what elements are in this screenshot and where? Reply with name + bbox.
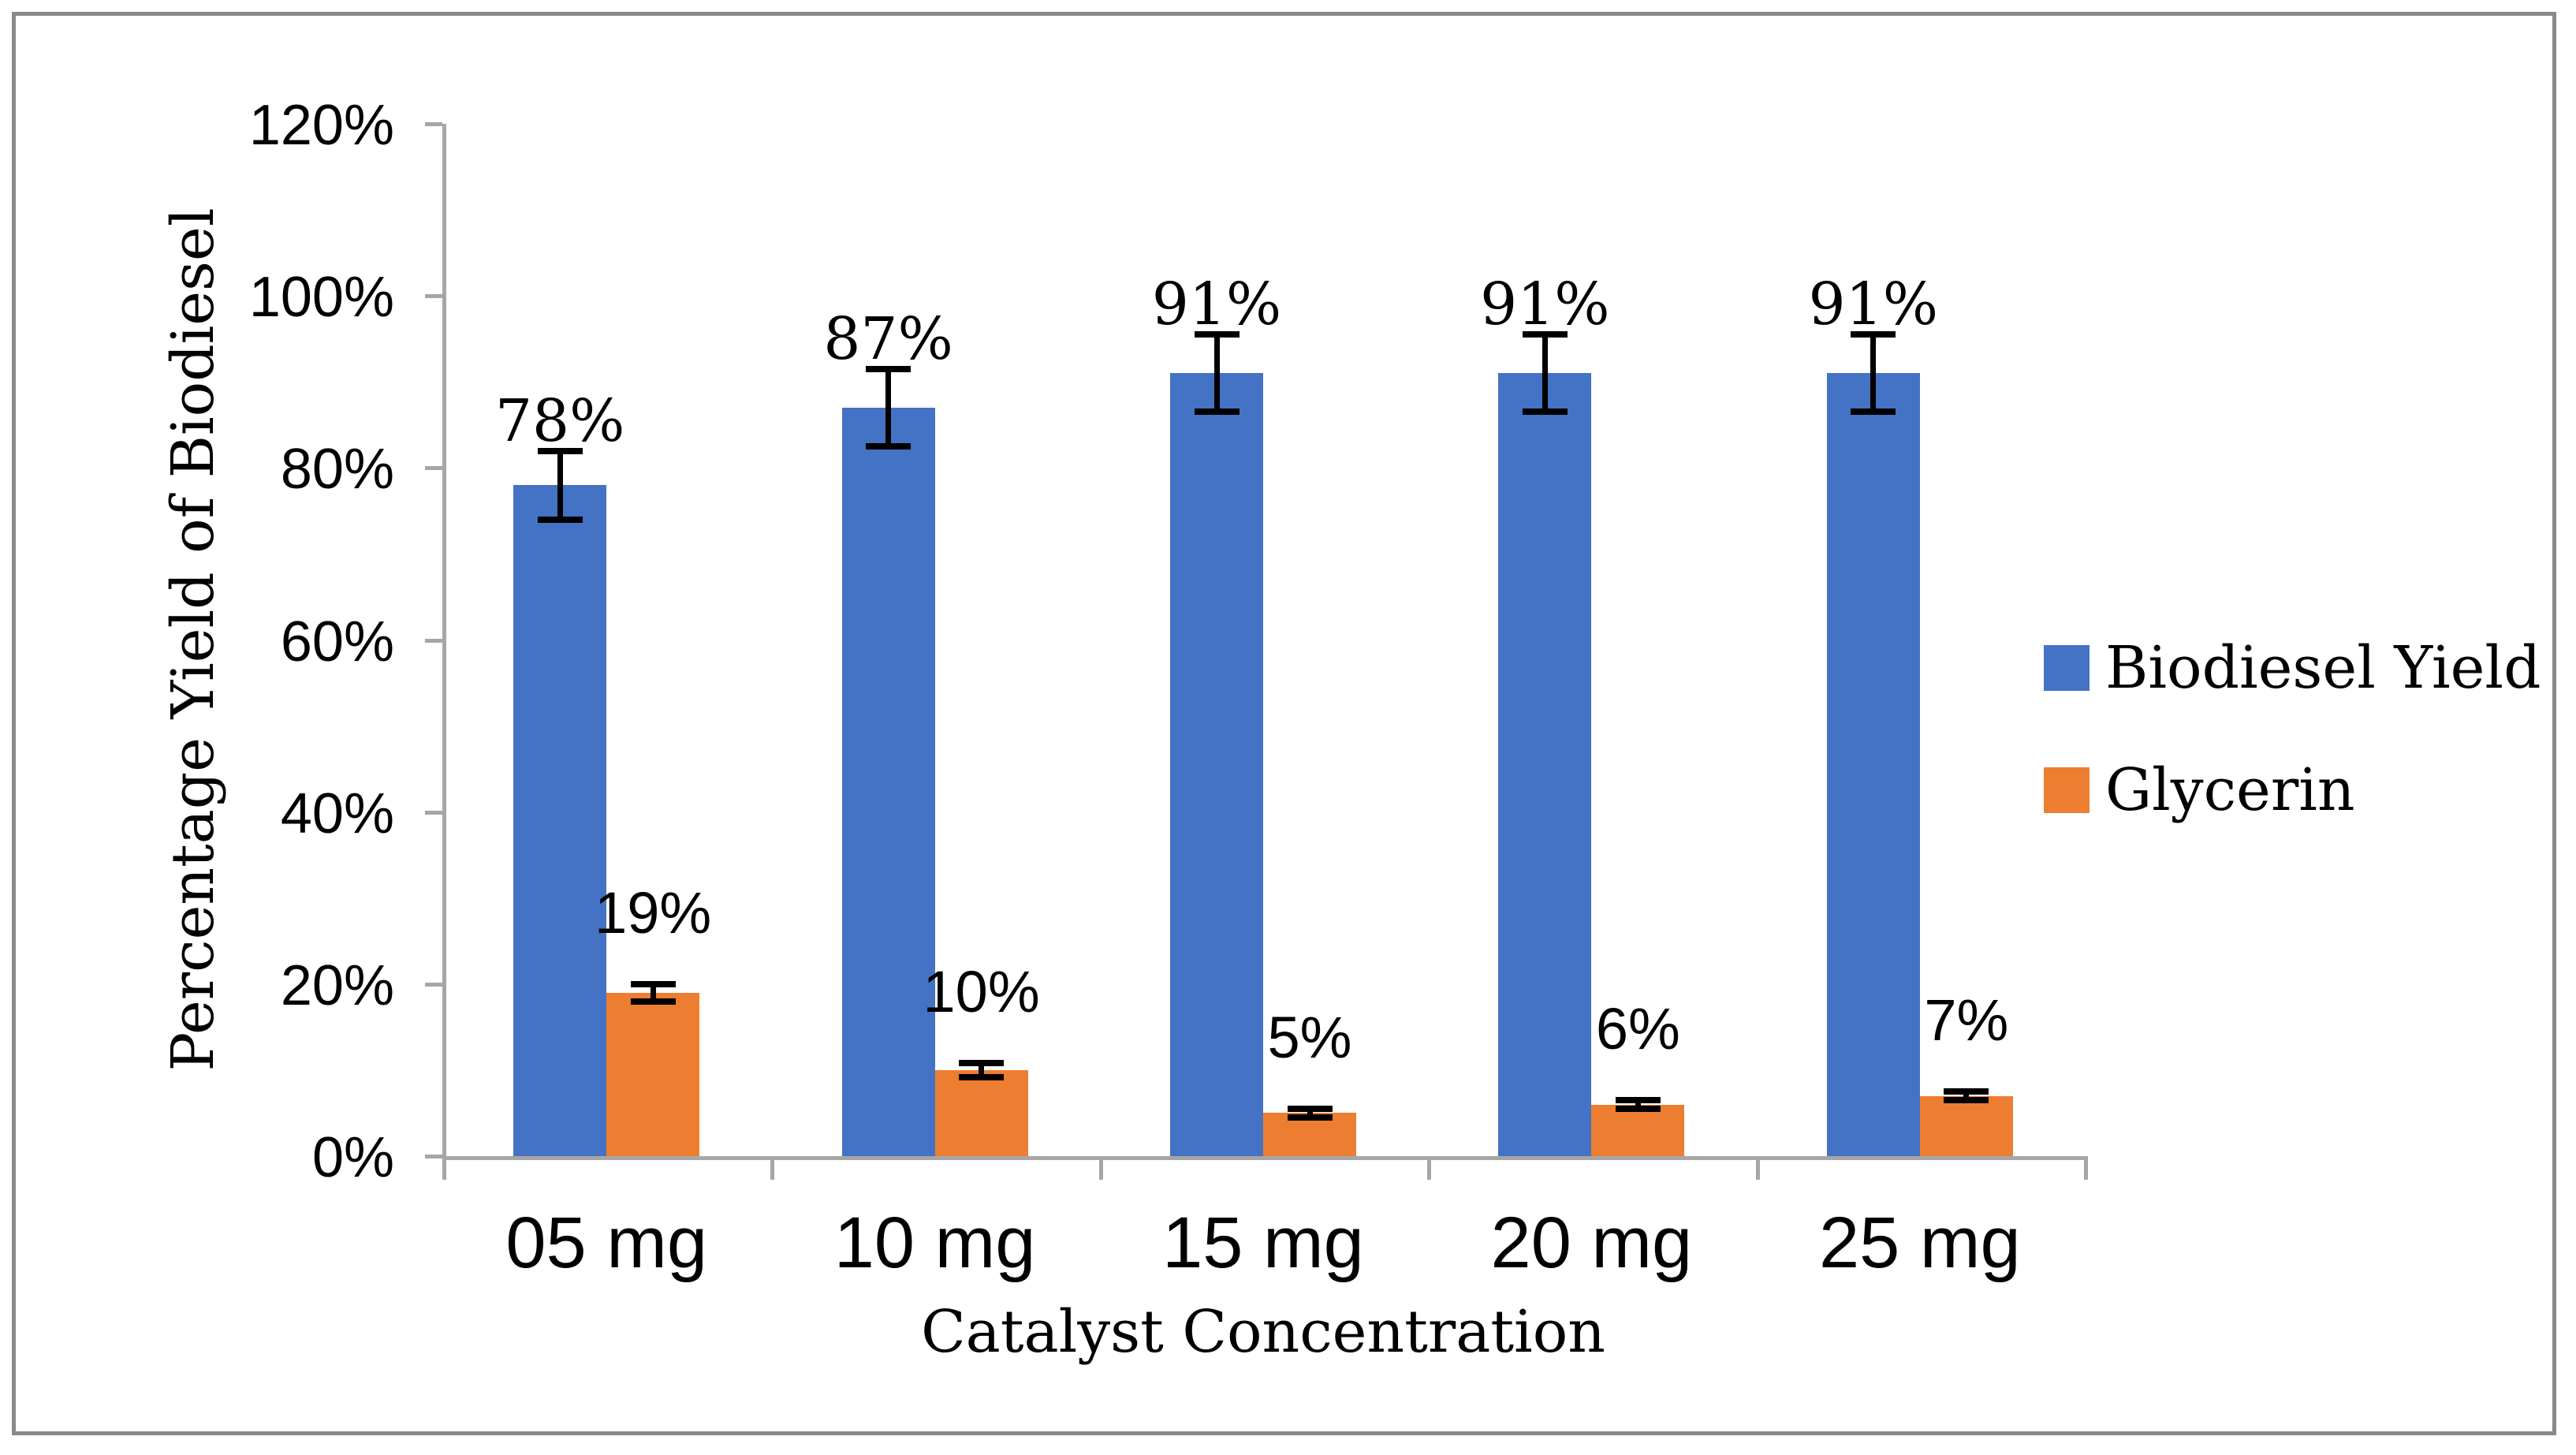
- error-bar-cap-top: [1615, 1097, 1661, 1104]
- x-category-label: 15 mg: [1162, 1203, 1364, 1283]
- x-tick: [1098, 1160, 1103, 1180]
- error-bar-cap-bottom: [537, 516, 583, 523]
- x-axis-line: [442, 1156, 2088, 1160]
- x-category-label: 25 mg: [1818, 1203, 2021, 1283]
- y-tick: [425, 982, 442, 987]
- bar-glycerin: [934, 1069, 1028, 1156]
- error-bar-cap-bottom: [630, 998, 676, 1005]
- error-bar-line: [1963, 1091, 1970, 1101]
- error-bar-cap-bottom: [866, 443, 911, 450]
- error-bar-line: [650, 983, 656, 1002]
- error-bar-cap-bottom: [1851, 409, 1896, 416]
- y-tick: [425, 466, 442, 471]
- data-label-biodiesel-yield: 91%: [1480, 270, 1610, 339]
- error-bar-line: [885, 368, 892, 447]
- error-bar-cap-bottom: [1287, 1114, 1333, 1121]
- x-tick: [2084, 1160, 2088, 1180]
- y-tick-label: 100%: [248, 266, 394, 330]
- error-bar-cap-top: [959, 1060, 1005, 1067]
- y-tick: [425, 810, 442, 815]
- y-tick-label: 20%: [280, 953, 394, 1017]
- bar-glycerin: [1919, 1095, 2013, 1156]
- y-tick-label: 60%: [280, 610, 394, 673]
- data-label-glycerin: 10%: [923, 959, 1040, 1025]
- y-tick-label: 40%: [280, 782, 394, 845]
- error-bar-line: [1635, 1100, 1641, 1109]
- bar-biodiesel-yield: [1170, 373, 1263, 1156]
- error-bar-cap-top: [1522, 331, 1568, 338]
- data-label-glycerin: 6%: [1595, 996, 1680, 1062]
- y-tick: [425, 122, 442, 126]
- error-bar-cap-bottom: [1615, 1106, 1661, 1112]
- legend-swatch-biodiesel-yield: [2044, 645, 2090, 691]
- legend-label-biodiesel-yield: Biodiesel Yield: [2105, 634, 2541, 702]
- error-bar-line: [979, 1063, 985, 1077]
- y-tick: [425, 294, 442, 299]
- y-tick-label: 120%: [248, 94, 394, 157]
- x-tick: [770, 1160, 775, 1180]
- legend-item-glycerin: Glycerin: [2044, 761, 2355, 819]
- x-tick: [442, 1160, 446, 1180]
- chart-outer-border: [12, 12, 2556, 1435]
- y-tick: [425, 638, 442, 643]
- bar-biodiesel-yield: [1826, 373, 1920, 1156]
- error-bar-cap-top: [537, 447, 583, 454]
- error-bar-cap-top: [1194, 331, 1240, 338]
- error-bar-cap-top: [1287, 1106, 1333, 1112]
- data-label-glycerin: 7%: [1924, 987, 2009, 1054]
- bar-biodiesel-yield: [841, 407, 935, 1156]
- error-bar-cap-top: [630, 980, 676, 987]
- x-tick: [1755, 1160, 1760, 1180]
- x-category-label: 05 mg: [505, 1203, 708, 1283]
- data-label-biodiesel-yield: 91%: [1808, 270, 1939, 339]
- bar-glycerin: [606, 992, 700, 1156]
- error-bar-cap-bottom: [1522, 409, 1568, 416]
- error-bar-cap-top: [866, 365, 911, 372]
- error-bar-line: [1870, 334, 1877, 412]
- error-bar-line: [1213, 334, 1220, 412]
- x-category-label: 10 mg: [833, 1203, 1036, 1283]
- error-bar-cap-top: [1851, 331, 1896, 338]
- y-tick-label: 0%: [311, 1126, 394, 1189]
- data-label-glycerin: 5%: [1267, 1005, 1352, 1070]
- bar-biodiesel-yield: [1498, 373, 1592, 1156]
- x-axis-title: Catalyst Concentration: [921, 1298, 1605, 1366]
- data-label-glycerin: 19%: [595, 879, 712, 946]
- y-tick-label: 80%: [280, 438, 394, 502]
- data-label-biodiesel-yield: 91%: [1151, 270, 1282, 339]
- data-label-biodiesel-yield: 78%: [494, 386, 625, 455]
- y-tick: [425, 1155, 442, 1158]
- error-bar-cap-bottom: [959, 1073, 1005, 1080]
- error-bar-cap-bottom: [1194, 409, 1240, 416]
- legend-label-glycerin: Glycerin: [2105, 756, 2355, 824]
- legend-swatch-glycerin: [2044, 767, 2090, 813]
- error-bar-cap-top: [1944, 1088, 1989, 1095]
- error-bar-cap-bottom: [1944, 1097, 1989, 1104]
- error-bar-line: [557, 450, 563, 520]
- y-axis-line: [442, 124, 446, 1160]
- x-tick: [1427, 1160, 1432, 1180]
- legend-item-biodiesel-yield: Biodiesel Yield: [2044, 639, 2541, 697]
- error-bar-line: [1541, 334, 1548, 412]
- data-label-biodiesel-yield: 87%: [823, 304, 953, 373]
- bar-biodiesel-yield: [513, 485, 607, 1156]
- error-bar-line: [1307, 1109, 1313, 1117]
- x-category-label: 20 mg: [1490, 1203, 1693, 1283]
- bar-glycerin: [1591, 1104, 1685, 1156]
